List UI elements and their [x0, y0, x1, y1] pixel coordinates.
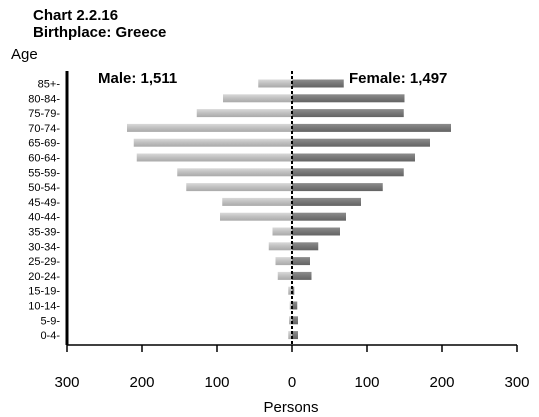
bars-group	[127, 79, 451, 340]
age-group-label: 25-29-	[28, 256, 60, 268]
x-axis-title: Persons	[263, 399, 318, 416]
age-group-label: 55-59-	[28, 167, 60, 179]
age-group-label: 45-49-	[28, 197, 60, 209]
age-group-label: 85+-	[38, 79, 61, 91]
male-bar	[177, 168, 292, 177]
age-group-label: 5-9-	[40, 315, 60, 327]
male-bar	[289, 301, 292, 310]
female-bar	[292, 331, 298, 340]
category-labels-group: 85+- 80-84- 75-79- 70-74- 65-69- 60-64- 55-59-…	[28, 79, 60, 343]
x-ticks-group: 300 200 100 0 100 200 300	[54, 345, 530, 391]
y-axis-title: Age	[11, 46, 38, 63]
male-bar	[277, 271, 292, 280]
age-group-label: 70-74-	[28, 123, 60, 135]
male-bar	[222, 197, 292, 206]
age-group-label: 75-79-	[28, 108, 60, 120]
series-label-male: Male: 1,511	[98, 70, 177, 87]
female-bar	[292, 227, 340, 236]
male-bar	[275, 257, 292, 266]
male-bar	[288, 286, 292, 295]
female-bar	[292, 242, 319, 251]
female-bar	[292, 153, 415, 162]
male-bar	[136, 153, 292, 162]
male-bar	[223, 94, 292, 103]
male-bar	[268, 242, 292, 251]
male-bar	[133, 138, 292, 147]
age-group-label: 10-14-	[28, 301, 60, 313]
age-group-label: 40-44-	[28, 212, 60, 224]
age-group-label: 0-4-	[40, 330, 60, 342]
female-bar	[292, 316, 298, 325]
x-tick-label: 300	[504, 374, 529, 391]
age-group-label: 15-19-	[28, 286, 60, 298]
male-bar	[288, 331, 292, 340]
age-group-label: 50-54-	[28, 182, 60, 194]
x-tick-label: 200	[429, 374, 454, 391]
x-tick-label: 200	[129, 374, 154, 391]
x-tick-label: 300	[54, 374, 79, 391]
female-bar	[292, 286, 295, 295]
female-bar	[292, 183, 383, 192]
x-tick-label: 100	[204, 374, 229, 391]
female-bar	[292, 109, 404, 118]
female-bar	[292, 94, 405, 103]
male-bar	[186, 183, 292, 192]
x-tick-label: 0	[288, 374, 296, 391]
female-bar	[292, 168, 404, 177]
male-bar	[272, 227, 292, 236]
male-bar	[258, 79, 292, 88]
age-group-label: 60-64-	[28, 153, 60, 165]
male-bar	[127, 123, 292, 132]
chart-title: Chart 2.2.16	[33, 7, 119, 24]
female-bar	[292, 257, 310, 266]
age-group-label: 30-34-	[28, 241, 60, 253]
female-bar	[292, 197, 361, 206]
female-bar	[292, 212, 346, 221]
female-bar	[292, 123, 451, 132]
chart-subtitle: Birthplace: Greece	[33, 24, 167, 41]
series-label-female: Female: 1,497	[349, 70, 447, 87]
x-tick-label: 100	[354, 374, 379, 391]
age-group-label: 20-24-	[28, 271, 60, 283]
female-bar	[292, 301, 298, 310]
age-group-label: 65-69-	[28, 138, 60, 150]
female-bar	[292, 79, 344, 88]
age-group-label: 80-84-	[28, 93, 60, 105]
female-bar	[292, 271, 312, 280]
male-bar	[196, 109, 292, 118]
age-group-label: 35-39-	[28, 227, 60, 239]
male-bar	[220, 212, 292, 221]
female-bar	[292, 138, 430, 147]
male-bar	[289, 316, 292, 325]
